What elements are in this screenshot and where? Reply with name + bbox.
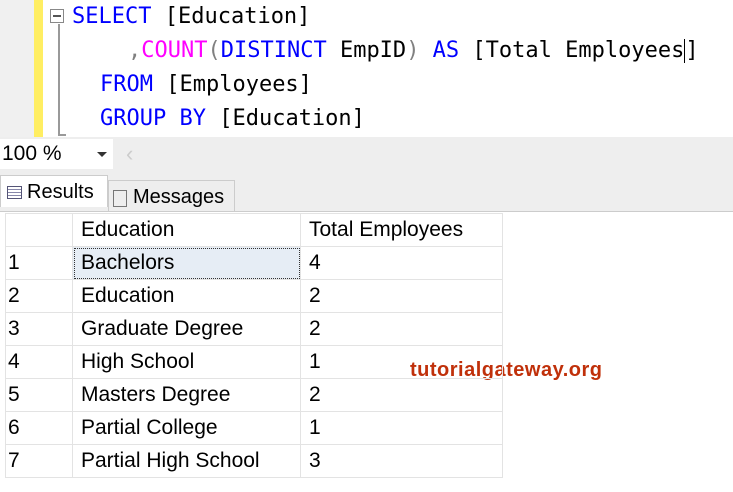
row-number[interactable]: 2: [5, 279, 73, 313]
code-text: [Total Employees: [459, 38, 685, 63]
code-text: [Education]: [205, 106, 365, 131]
education-cell[interactable]: Partial College: [72, 411, 301, 445]
total-employees-cell[interactable]: 2: [300, 378, 503, 412]
total-employees-cell[interactable]: 3: [300, 444, 503, 478]
messages-icon: [113, 190, 127, 207]
zoom-value: 100 %: [2, 142, 62, 165]
results-tabs: Results Messages tutorialgateway.org: [0, 173, 733, 381]
table-row[interactable]: 2 Education 2: [5, 279, 503, 313]
row-number[interactable]: 4: [5, 345, 73, 379]
corner-header[interactable]: [5, 213, 73, 247]
education-cell[interactable]: Graduate Degree: [72, 312, 301, 346]
results-grid: Education Total Employees 1 Bachelors 4 2 Ed…: [5, 213, 503, 478]
keyword: GROUP BY: [100, 106, 206, 131]
education-cell[interactable]: Education: [72, 279, 301, 313]
row-number[interactable]: 7: [5, 444, 73, 478]
table-row[interactable]: 4 High School 1: [5, 345, 503, 379]
chevron-down-icon[interactable]: [97, 152, 107, 157]
tab-results[interactable]: Results: [0, 175, 108, 207]
table-row[interactable]: 6 Partial College 1: [5, 411, 503, 445]
column-header-total-employees[interactable]: Total Employees: [300, 213, 503, 247]
tab-messages[interactable]: Messages: [108, 180, 235, 211]
row-number[interactable]: 6: [5, 411, 73, 445]
zoom-bar: 100 % ‹: [0, 137, 733, 173]
keyword: SELECT: [72, 4, 152, 29]
table-row[interactable]: 7 Partial High School 3: [5, 444, 503, 478]
education-cell[interactable]: Bachelors: [72, 246, 301, 280]
collapse-icon[interactable]: [50, 9, 64, 23]
education-cell[interactable]: Partial High School: [72, 444, 301, 478]
code-line-4: GROUP BY [Education]: [100, 102, 365, 136]
keyword: FROM: [100, 72, 153, 97]
header-row: Education Total Employees: [5, 213, 503, 247]
keyword: DISTINCT: [220, 38, 327, 63]
function: COUNT: [141, 38, 208, 63]
total-employees-cell[interactable]: 4: [300, 246, 503, 280]
code-line-3: FROM [Employees]: [100, 68, 312, 102]
row-number[interactable]: 5: [5, 378, 73, 412]
table-row[interactable]: 3 Graduate Degree 2: [5, 312, 503, 346]
editor-gutter: [0, 0, 34, 137]
code-text: [Education]: [151, 4, 311, 29]
code-comma: ,: [128, 38, 142, 63]
zoom-select[interactable]: 100 %: [0, 139, 113, 169]
code-text: ]: [685, 38, 699, 63]
total-employees-cell[interactable]: 2: [300, 312, 503, 346]
education-cell[interactable]: High School: [72, 345, 301, 379]
code-paren: ): [406, 38, 420, 63]
grid-icon: [7, 186, 22, 199]
code-line-1: SELECT [Education]: [72, 0, 310, 34]
code-text: [Employees]: [152, 72, 312, 97]
row-number[interactable]: 1: [5, 246, 73, 280]
text-caret: [684, 39, 686, 63]
total-employees-cell[interactable]: 2: [300, 279, 503, 313]
code-paren: (: [207, 38, 221, 63]
tab-label: Messages: [133, 186, 225, 208]
change-marker: [34, 0, 43, 137]
fold-line: [58, 24, 60, 136]
code-line-2: ,COUNT(DISTINCT EmpID) AS [Total Employe…: [128, 34, 699, 68]
scroll-left-icon[interactable]: ‹: [126, 141, 134, 166]
table-row[interactable]: 1 Bachelors 4: [5, 246, 503, 280]
fold-line-end: [58, 134, 66, 136]
total-employees-cell[interactable]: 1: [300, 411, 503, 445]
column-header-education[interactable]: Education: [72, 213, 301, 247]
table-row[interactable]: 5 Masters Degree 2: [5, 378, 503, 412]
total-employees-cell[interactable]: 1: [300, 345, 503, 379]
keyword: AS: [419, 38, 460, 63]
tab-label: Results: [27, 181, 94, 203]
education-cell[interactable]: Masters Degree: [72, 378, 301, 412]
code-text: EmpID: [326, 38, 407, 63]
query-editor[interactable]: SELECT [Education] ,COUNT(DISTINCT EmpID…: [0, 0, 733, 137]
row-number[interactable]: 3: [5, 312, 73, 346]
